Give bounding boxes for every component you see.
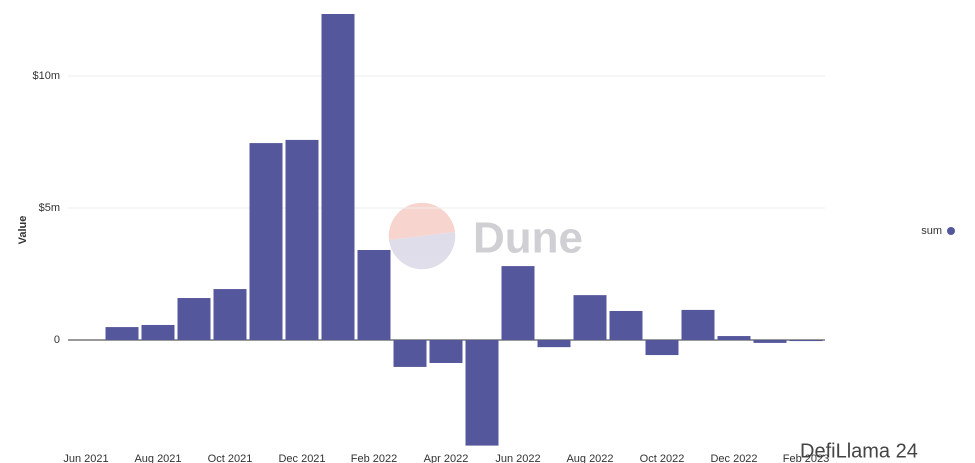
- x-tick-label: Dec 2021: [278, 453, 325, 463]
- bar: [501, 266, 535, 341]
- credit: DefiLlama 24: [800, 440, 918, 462]
- bar: [537, 340, 571, 348]
- x-tick-label: Aug 2022: [566, 453, 613, 463]
- y-tick-label: 0: [54, 334, 60, 346]
- bar: [429, 340, 463, 363]
- bar: [465, 340, 499, 446]
- x-tick-label: Jun 2021: [63, 453, 108, 463]
- bar: [141, 324, 175, 341]
- watermark-logo: [388, 202, 456, 270]
- x-tick-label: Apr 2022: [424, 453, 469, 463]
- bar: [249, 143, 283, 341]
- x-tick-label: Feb 2022: [351, 453, 397, 463]
- bar: [573, 295, 607, 341]
- legend-label: sum: [921, 225, 942, 237]
- bar: [213, 289, 247, 341]
- bar: [753, 340, 787, 343]
- bar: [321, 14, 355, 341]
- y-tick-label: $5m: [39, 202, 60, 214]
- y-tick-label: $10m: [32, 70, 60, 82]
- x-tick-label: Feb 2023: [783, 453, 829, 463]
- bar: [357, 249, 391, 341]
- legend-marker: [947, 227, 955, 235]
- bar: [717, 336, 751, 341]
- bar: [789, 340, 823, 342]
- bar: [681, 309, 715, 341]
- x-tick-label: Oct 2022: [640, 453, 685, 463]
- bar: [645, 340, 679, 356]
- x-tick-label: Dec 2022: [710, 453, 757, 463]
- x-tick-label: Oct 2021: [208, 453, 253, 463]
- bar: [393, 340, 427, 367]
- y-axis-label: Value: [17, 216, 29, 245]
- bar: [177, 298, 211, 341]
- x-tick-label: Jun 2022: [495, 453, 540, 463]
- bar: [609, 310, 643, 341]
- x-tick-label: Aug 2021: [134, 453, 181, 463]
- watermark: Dune: [473, 214, 583, 263]
- bar: [285, 139, 319, 341]
- bar: [105, 327, 139, 341]
